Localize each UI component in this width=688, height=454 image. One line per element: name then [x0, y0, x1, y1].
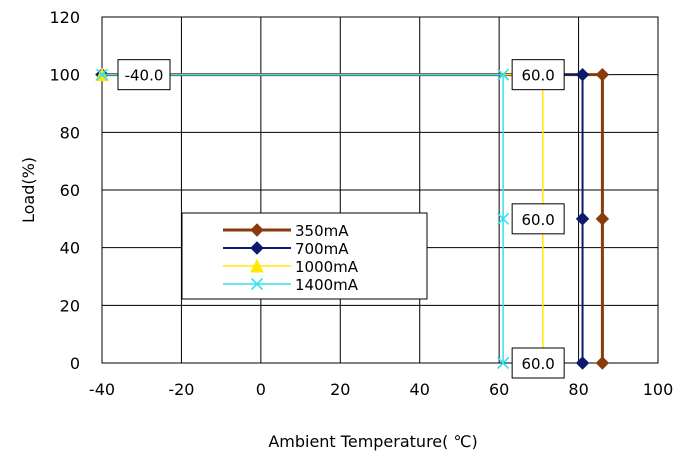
- y-tick-label: 40: [60, 239, 80, 258]
- legend-label: 1400mA: [295, 276, 359, 294]
- grid: [101, 16, 659, 364]
- x-tick-label: 100: [643, 380, 674, 399]
- data-label-box: 60.0: [511, 203, 565, 235]
- annotation-layer: -40.0 60.0 60.0 60.0: [117, 59, 565, 379]
- data-point: [575, 212, 590, 226]
- x-axis-title: Ambient Temperature( ℃): [268, 432, 477, 451]
- legend-item: 700mA: [223, 240, 349, 258]
- data-label-text: -40.0: [125, 67, 164, 85]
- data-point: [250, 241, 264, 255]
- x-tick-label: 20: [330, 380, 350, 399]
- data-label-frame: [511, 347, 565, 379]
- data-label-text: 60.0: [521, 355, 554, 373]
- legend-label: 700mA: [295, 240, 349, 258]
- data-label-box: 60.0: [511, 59, 565, 91]
- x-tick-label: 80: [568, 380, 588, 399]
- legend-item: 1400mA: [223, 276, 359, 294]
- series-line: [102, 73, 504, 363]
- diamond-marker: [250, 223, 264, 237]
- data-label-frame: [511, 59, 565, 91]
- data-point: [250, 277, 264, 291]
- data-point: [595, 356, 610, 370]
- y-tick-label: 0: [70, 354, 80, 373]
- diamond-marker: [595, 212, 610, 226]
- diamond-marker: [595, 356, 610, 370]
- data-point: [250, 223, 264, 237]
- data-point: [595, 67, 610, 82]
- series-1400ma: [95, 68, 510, 370]
- data-point: [595, 212, 610, 226]
- diamond-marker: [250, 241, 264, 255]
- data-point: [497, 68, 510, 81]
- y-tick-label: 20: [60, 296, 80, 315]
- data-point: [497, 212, 510, 225]
- y-tick-label: 80: [60, 123, 80, 142]
- legend-box: [181, 212, 428, 300]
- y-axis-title: Load(%): [19, 157, 38, 223]
- y-tick-label: 120: [49, 8, 80, 27]
- data-label-frame: [117, 59, 171, 91]
- diamond-marker: [575, 67, 590, 82]
- y-tick-label: 100: [49, 66, 80, 85]
- x-marker-stroke: [95, 68, 109, 81]
- data-label-text: 60.0: [521, 211, 554, 229]
- diamond-marker: [575, 356, 590, 370]
- x-marker-stroke: [497, 68, 510, 81]
- data-point: [575, 67, 590, 82]
- legend-item: 1000mA: [223, 258, 359, 276]
- diamond-marker: [575, 212, 590, 226]
- data-label-box: 60.0: [511, 347, 565, 379]
- legend-label: 350mA: [295, 222, 349, 240]
- data-point: [250, 258, 264, 273]
- axes: -40 -20 0 20 40 60 80 100 0 20 40 60 80 100 120: [49, 8, 673, 399]
- data-label-text: 60.0: [521, 67, 554, 85]
- x-marker-stroke: [497, 356, 510, 370]
- data-point: [575, 356, 590, 370]
- x-tick-label: 60: [489, 380, 509, 399]
- data-label-frame: [511, 203, 565, 235]
- x-tick-label: -20: [168, 380, 194, 399]
- y-tick-label: 60: [60, 181, 80, 200]
- x-marker-stroke: [250, 277, 264, 291]
- legend-label: 1000mA: [295, 258, 359, 276]
- x-tick-label: -40: [89, 380, 115, 399]
- data-point: [497, 356, 510, 370]
- x-tick-label: 0: [256, 380, 266, 399]
- diamond-marker: [595, 67, 610, 82]
- triangle-marker: [250, 258, 264, 273]
- legend-item: 350mA: [223, 222, 349, 240]
- x-tick-label: 40: [410, 380, 430, 399]
- x-marker-stroke: [497, 212, 510, 225]
- data-point: [95, 68, 109, 81]
- data-label-box: -40.0: [117, 59, 171, 91]
